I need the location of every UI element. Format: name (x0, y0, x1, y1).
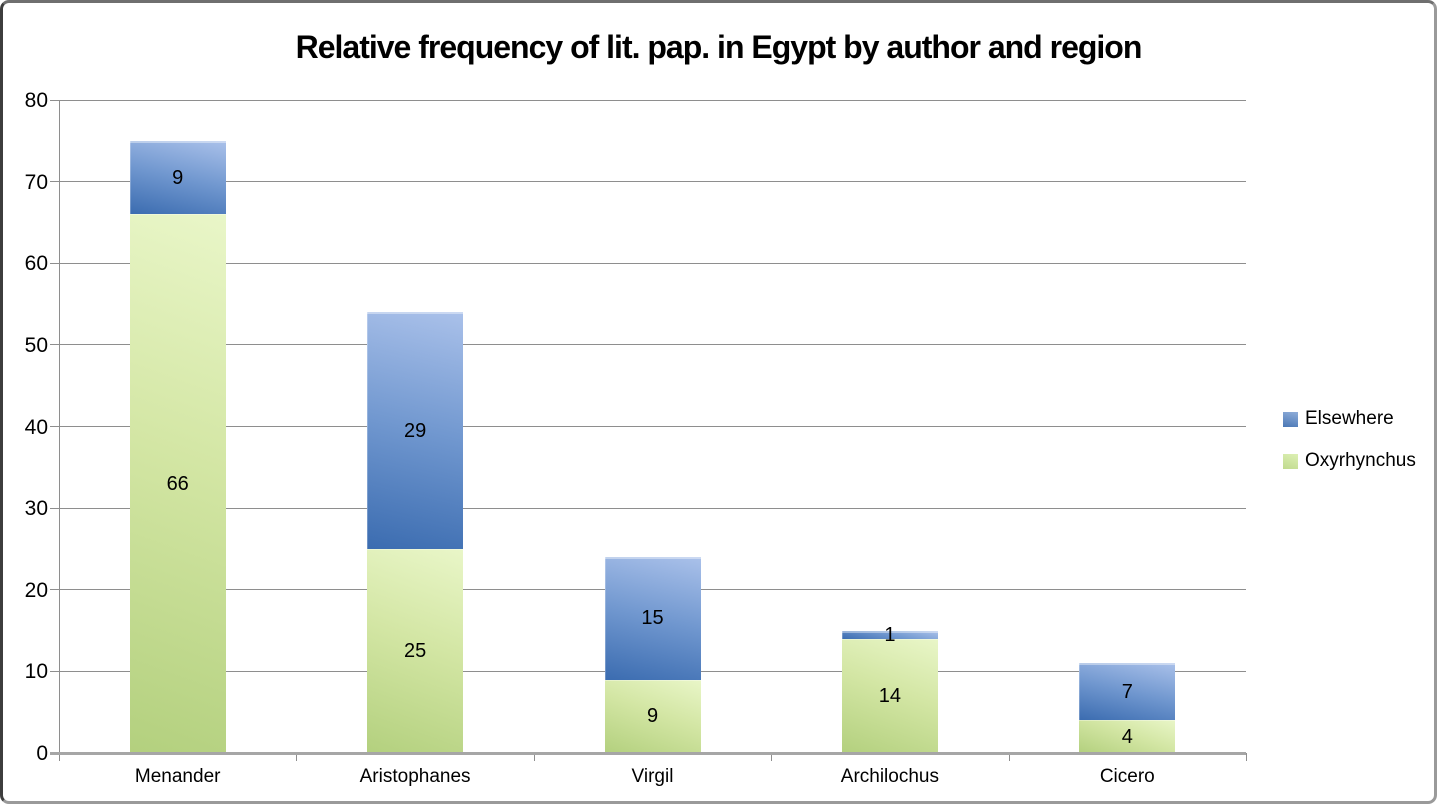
legend-label: Oxyrhynchus (1305, 450, 1416, 471)
data-label: 14 (878, 684, 902, 707)
y-axis-label: 50 (24, 333, 48, 357)
y-axis-label: 30 (24, 497, 48, 521)
bar-segment-oxyrhynchus-archilochus (841, 638, 938, 753)
x-axis-tick (296, 753, 298, 761)
gridline (59, 181, 1246, 183)
data-label: 7 (1121, 680, 1133, 703)
data-label: 9 (646, 705, 659, 728)
bar-segment-elsewhere-archilochus (841, 630, 938, 639)
y-axis-tick (50, 426, 59, 427)
y-axis-label: 60 (24, 252, 48, 276)
y-axis-tick (50, 670, 59, 672)
x-axis-label: Archilochus (840, 766, 939, 787)
bar-segment-elsewhere-cicero (1079, 663, 1176, 721)
y-axis-line (59, 100, 60, 753)
legend: Elsewhere Oxyrhynchus (1283, 408, 1416, 493)
bar-segment-oxyrhynchus-cicero (1079, 720, 1176, 753)
data-label: 29 (403, 419, 427, 442)
bar-segment-oxyrhynchus-menander (129, 214, 226, 753)
data-label: 4 (1121, 725, 1133, 748)
x-axis-tick (533, 753, 535, 761)
data-label: 25 (403, 639, 427, 662)
data-label: 1 (884, 623, 896, 646)
y-axis-label: 80 (24, 89, 48, 112)
x-axis-tick (771, 753, 773, 761)
y-axis-tick (50, 99, 59, 101)
gridline (59, 426, 1246, 427)
bar-segment-elsewhere-virgil (604, 557, 701, 680)
data-label: 9 (172, 166, 184, 189)
plot-area: 0 10 20 30 40 50 60 70 80 66 9 Menander 25 29 Aristoph… (3, 3, 1434, 801)
chart-title: Relative frequency of lit. pap. in Egypt… (295, 29, 1143, 65)
y-axis-label: 10 (24, 660, 48, 684)
data-label: 66 (166, 472, 189, 495)
bar-segment-elsewhere-menander (129, 140, 226, 215)
bar-segment-oxyrhynchus-aristophanes (367, 548, 464, 753)
blue-square-icon (1283, 411, 1298, 427)
y-axis-label: 70 (24, 170, 48, 194)
x-axis-label: Virgil (631, 766, 674, 787)
green-square-icon (1283, 453, 1298, 469)
gridline (59, 262, 1246, 264)
gridline (59, 99, 1246, 101)
y-axis-tick (50, 507, 59, 509)
y-axis-label: 0 (36, 742, 48, 765)
y-axis-tick (50, 262, 59, 264)
y-axis-tick (50, 589, 59, 591)
legend-label: Elsewhere (1305, 408, 1394, 429)
legend-item-elsewhere: Elsewhere (1283, 408, 1416, 429)
x-axis-tick (59, 753, 60, 761)
data-label: 15 (641, 607, 664, 630)
x-axis-label: Aristophanes (359, 766, 471, 787)
x-axis-tick (1246, 753, 1247, 761)
x-axis-tick (1008, 753, 1010, 761)
y-axis-tick (50, 344, 59, 346)
bar-segment-elsewhere-aristophanes (367, 312, 464, 549)
legend-item-oxyrhynchus: Oxyrhynchus (1283, 450, 1416, 471)
gridline (59, 344, 1246, 346)
x-axis-label: Menander (134, 766, 221, 787)
y-axis-label: 20 (24, 578, 48, 602)
x-axis-label: Cicero (1099, 766, 1155, 787)
x-axis-line (50, 751, 1246, 755)
y-axis-tick (50, 181, 59, 183)
gridline (59, 507, 1246, 509)
bar-segment-oxyrhynchus-virgil (604, 679, 701, 753)
y-axis-label: 40 (24, 415, 48, 439)
